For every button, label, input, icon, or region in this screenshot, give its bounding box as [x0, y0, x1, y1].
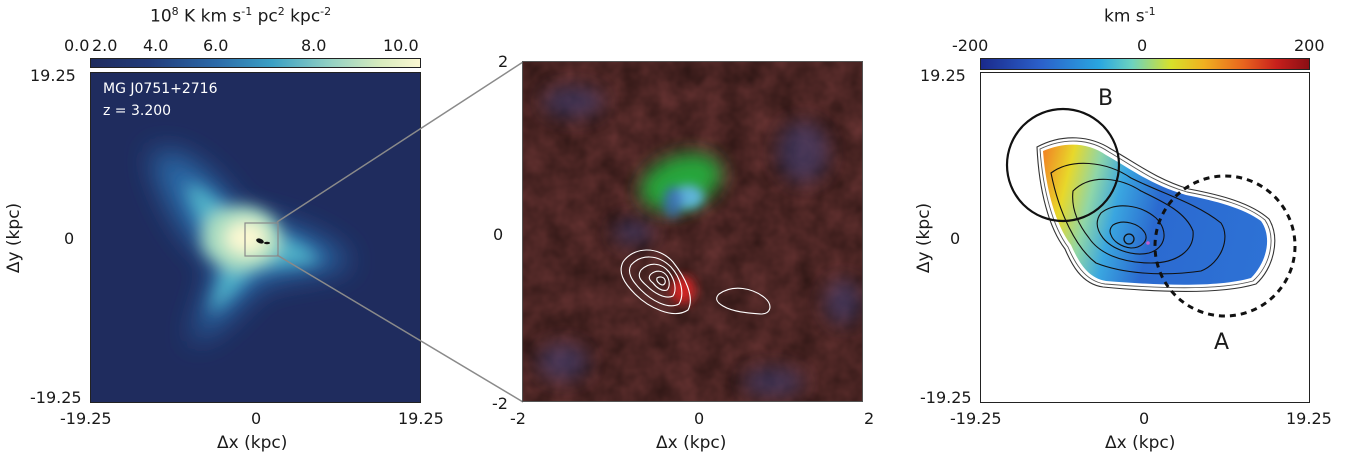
composite-map	[522, 61, 863, 402]
colorbar-a-tick: 0.0	[64, 36, 90, 55]
x-tick: 19.25	[398, 409, 444, 428]
colorbar-a-tick: 10.0	[383, 36, 419, 55]
x-axis-label: Δx (kpc)	[217, 433, 288, 453]
colorbar-a	[90, 58, 421, 68]
colorbar-c	[980, 58, 1310, 70]
x-tick: -2	[510, 409, 526, 428]
region-a-circle	[1153, 174, 1297, 318]
y-tick: 2	[498, 52, 509, 71]
colorbar-a-tick: 6.0	[203, 36, 229, 55]
x-tick: 0	[1139, 409, 1150, 428]
y-tick: 19.25	[30, 66, 76, 85]
y-tick: 0	[493, 225, 504, 244]
x-tick: 19.25	[1286, 409, 1332, 428]
colorbar-c-tick: -200	[952, 36, 989, 55]
velocity-map	[980, 72, 1310, 403]
colorbar-c-tick: 200	[1294, 36, 1325, 55]
colorbar-a-tick: 8.0	[301, 36, 327, 55]
y-tick: -2	[492, 394, 508, 413]
x-tick: 2	[864, 409, 875, 428]
colorbar-c-tick: 0	[1137, 36, 1148, 55]
y-tick: -19.25	[30, 388, 82, 407]
colorbar-c-title: km s-1	[1104, 5, 1156, 27]
x-tick: -19.25	[60, 409, 112, 428]
moment0-map	[90, 72, 421, 403]
y-tick: 19.25	[920, 66, 966, 85]
x-axis-label: Δx (kpc)	[1105, 433, 1176, 453]
y-tick: 0	[950, 229, 961, 248]
y-axis-label: Δy (kpc)	[914, 202, 934, 274]
x-tick: -19.25	[950, 409, 1002, 428]
colorbar-a-title: 108 K km s-1 pc2 kpc-2	[150, 5, 332, 27]
region-b-circle	[1005, 107, 1121, 223]
colorbar-a-tick: 2.0	[92, 36, 118, 55]
map-annotation-name: MG J0751+2716	[103, 81, 218, 97]
region-a-label: A	[1214, 330, 1230, 355]
colorbar-a-tick: 4.0	[143, 36, 169, 55]
x-tick: 0	[251, 409, 262, 428]
region-b-label: B	[1098, 86, 1114, 111]
map-annotation-redshift: z = 3.200	[103, 103, 172, 119]
x-axis-label: Δx (kpc)	[656, 433, 727, 453]
y-tick: -19.25	[920, 388, 972, 407]
y-tick: 0	[64, 229, 75, 248]
x-tick: 0	[694, 409, 705, 428]
